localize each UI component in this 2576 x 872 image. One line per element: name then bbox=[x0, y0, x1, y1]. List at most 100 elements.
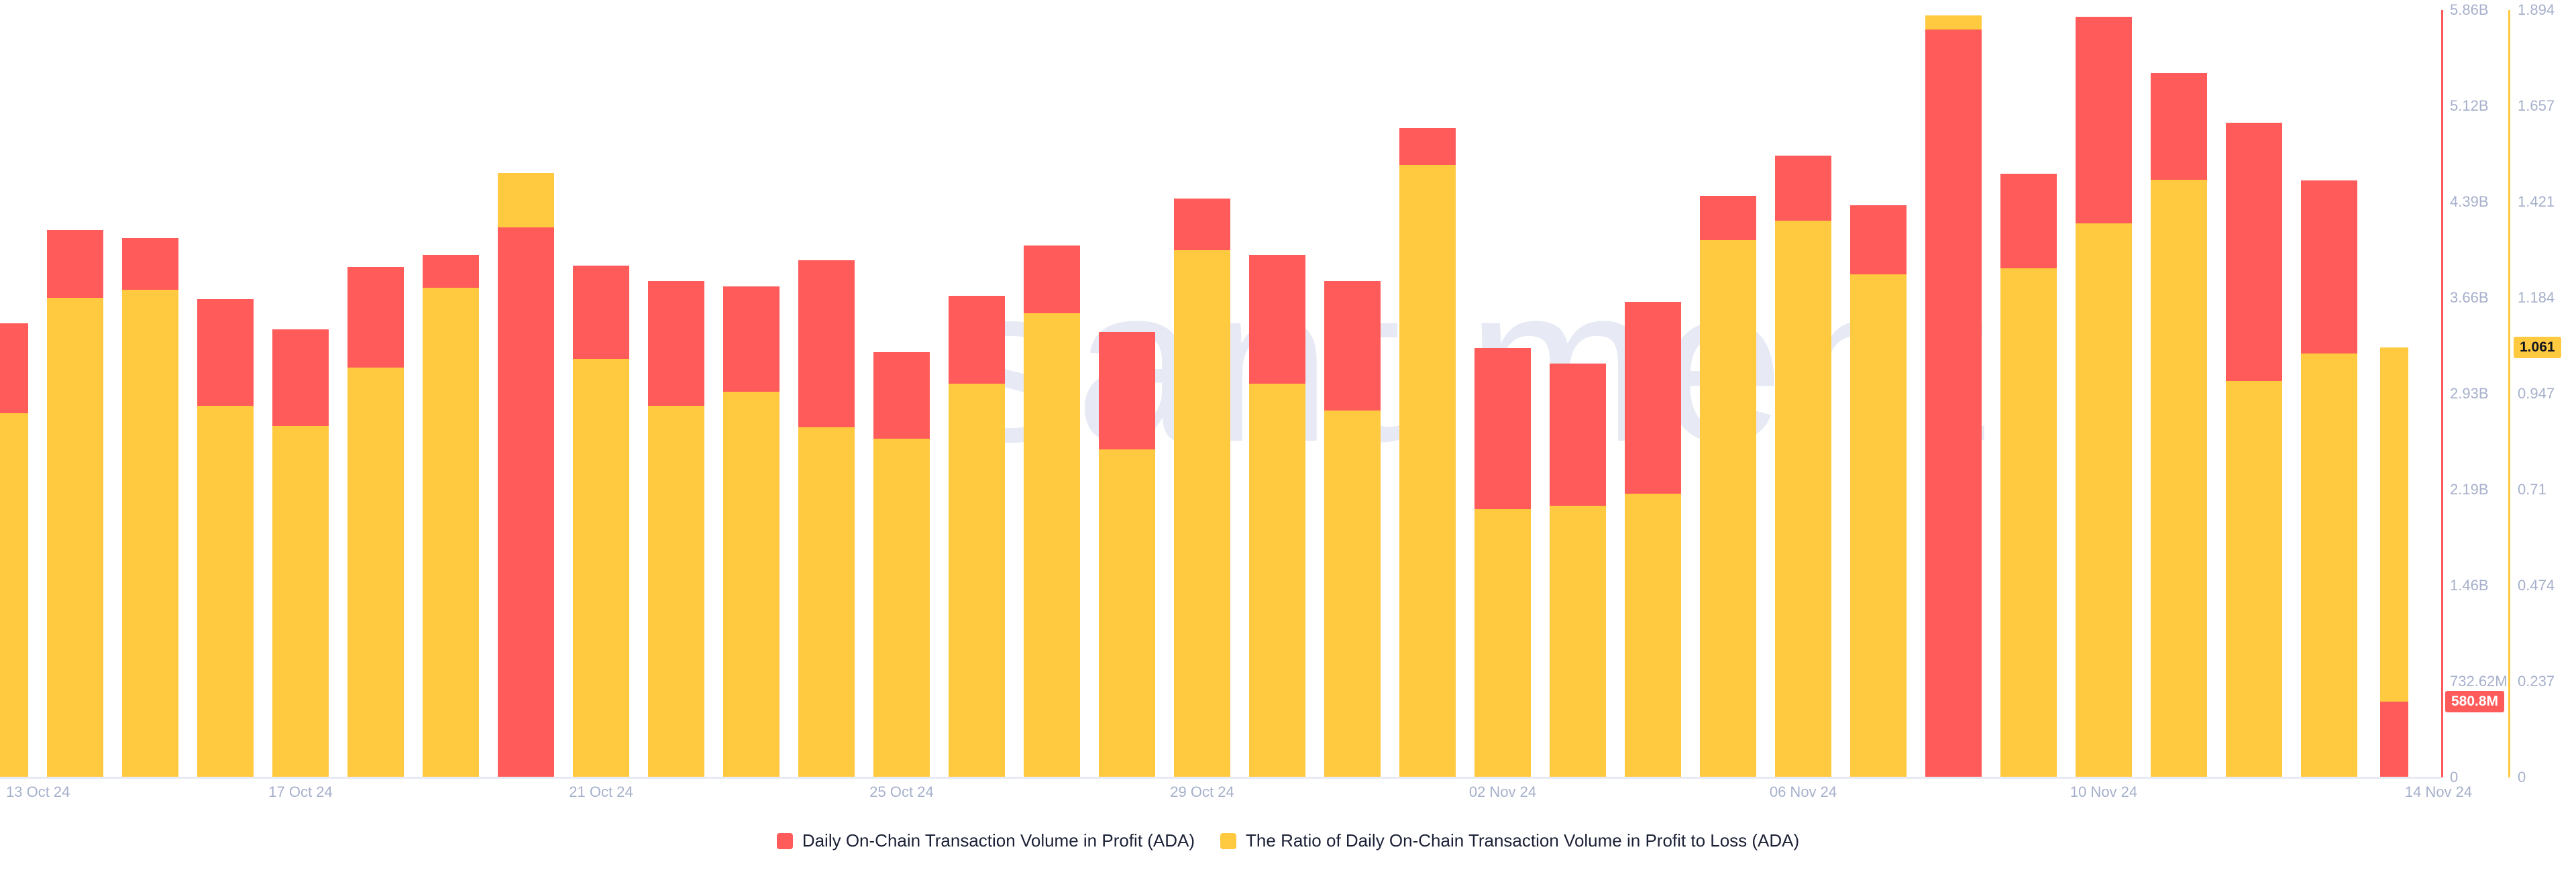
legend-item-ratio[interactable]: The Ratio of Daily On-Chain Transaction … bbox=[1220, 830, 1799, 851]
bar-01-nov-24[interactable] bbox=[1399, 0, 1456, 777]
axis-tick-label: 1.894 bbox=[2518, 1, 2555, 18]
bar-12-nov-24[interactable] bbox=[2226, 0, 2282, 777]
bar-18-oct-24[interactable] bbox=[347, 0, 404, 777]
bar-21-oct-24[interactable] bbox=[573, 0, 629, 777]
volume-bar-segment[interactable] bbox=[2380, 702, 2408, 777]
bar-25-oct-24[interactable] bbox=[873, 0, 930, 777]
axis-tick-label: 4.39B bbox=[2450, 193, 2489, 210]
ratio-bar-segment[interactable] bbox=[1099, 449, 1155, 777]
axis-tick-label: 5.12B bbox=[2450, 97, 2489, 114]
bar-16-oct-24[interactable] bbox=[197, 0, 254, 777]
ratio-bar-segment[interactable] bbox=[2076, 223, 2132, 777]
axis-tick-label: 732.62M bbox=[2450, 672, 2508, 690]
bar-23-oct-24[interactable] bbox=[723, 0, 780, 777]
ratio-bar-segment[interactable] bbox=[1174, 250, 1230, 777]
current-volume-badge: 580.8M bbox=[2445, 690, 2505, 712]
bar-26-oct-24[interactable] bbox=[949, 0, 1005, 777]
volume-bar-segment[interactable] bbox=[1925, 30, 1982, 777]
axis-tick-label: 3.66B bbox=[2450, 289, 2489, 306]
x-axis-tick-label: 02 Nov 24 bbox=[1468, 783, 1537, 800]
ratio-bar-segment[interactable] bbox=[798, 427, 855, 777]
volume-swatch-icon bbox=[776, 832, 793, 849]
bar-15-oct-24[interactable] bbox=[122, 0, 178, 777]
ratio-bar-segment[interactable] bbox=[1700, 240, 1756, 777]
axis-tick-label: 2.19B bbox=[2450, 481, 2489, 498]
bar-19-oct-24[interactable] bbox=[423, 0, 479, 777]
bar-04-nov-24[interactable] bbox=[1625, 0, 1681, 777]
bar-13-nov-24[interactable] bbox=[2301, 0, 2357, 777]
bar-29-oct-24[interactable] bbox=[1174, 0, 1230, 777]
bar-03-nov-24[interactable] bbox=[1550, 0, 1606, 777]
axis-tick-label: 0.237 bbox=[2518, 672, 2555, 690]
legend-label-volume: Daily On-Chain Transaction Volume in Pro… bbox=[802, 830, 1195, 851]
bar-22-oct-24[interactable] bbox=[648, 0, 704, 777]
legend-label-ratio: The Ratio of Daily On-Chain Transaction … bbox=[1246, 830, 1800, 851]
ratio-bar-segment[interactable] bbox=[1474, 509, 1531, 777]
axis-tick-label: 0 bbox=[2450, 769, 2459, 785]
bar-10-nov-24[interactable] bbox=[2076, 0, 2132, 777]
x-axis-line bbox=[0, 777, 2441, 779]
bar-14-nov-24[interactable] bbox=[2380, 0, 2408, 777]
ratio-bar-segment[interactable] bbox=[648, 406, 704, 777]
ratio-swatch-icon bbox=[1220, 832, 1237, 849]
bar-27-oct-24[interactable] bbox=[1024, 0, 1080, 777]
bar-06-nov-24[interactable] bbox=[1775, 0, 1831, 777]
legend-item-volume[interactable]: Daily On-Chain Transaction Volume in Pro… bbox=[776, 830, 1195, 851]
ratio-bar-segment[interactable] bbox=[1850, 274, 1907, 777]
ratio-bar-segment[interactable] bbox=[2151, 180, 2207, 777]
ratio-bar-segment[interactable] bbox=[1550, 506, 1606, 777]
axis-tick-label: 2.93B bbox=[2450, 385, 2489, 402]
ratio-bar-segment[interactable] bbox=[347, 368, 404, 777]
ratio-bar-segment[interactable] bbox=[573, 359, 629, 777]
axis-tick-label: 0.947 bbox=[2518, 385, 2555, 402]
legend: Daily On-Chain Transaction Volume in Pro… bbox=[0, 830, 2576, 851]
bar-30-oct-24[interactable] bbox=[1249, 0, 1305, 777]
axis-tick-label: 0.71 bbox=[2518, 481, 2546, 498]
volume-axis-line bbox=[2441, 10, 2443, 777]
x-axis-tick-label: 14 Nov 24 bbox=[2404, 783, 2473, 800]
bar-17-oct-24[interactable] bbox=[272, 0, 329, 777]
bar-20-oct-24[interactable] bbox=[498, 0, 554, 777]
bar-02-nov-24[interactable] bbox=[1474, 0, 1531, 777]
volume-bar-segment[interactable] bbox=[498, 227, 554, 777]
ratio-bar-segment[interactable] bbox=[423, 288, 479, 777]
bar-24-oct-24[interactable] bbox=[798, 0, 855, 777]
ratio-bar-segment[interactable] bbox=[1324, 411, 1381, 777]
axis-tick-label: 1.184 bbox=[2518, 288, 2555, 306]
axis-tick-label: 0.474 bbox=[2518, 576, 2555, 594]
bar-09-nov-24[interactable] bbox=[2000, 0, 2057, 777]
ratio-bar-segment[interactable] bbox=[2000, 268, 2057, 777]
x-axis-tick-label: 29 Oct 24 bbox=[1170, 783, 1234, 800]
ratio-bar-segment[interactable] bbox=[1024, 313, 1080, 777]
ratio-bar-segment[interactable] bbox=[1249, 384, 1305, 777]
bar-08-nov-24[interactable] bbox=[1925, 0, 1982, 777]
ratio-bar-segment[interactable] bbox=[873, 439, 930, 777]
ratio-bar-segment[interactable] bbox=[1399, 165, 1456, 777]
bar-13-oct-24[interactable] bbox=[0, 0, 28, 777]
ratio-bar-segment[interactable] bbox=[2226, 381, 2282, 777]
ratio-bar-segment[interactable] bbox=[122, 290, 178, 777]
x-axis-tick-label: 10 Nov 24 bbox=[2070, 783, 2138, 800]
bar-31-oct-24[interactable] bbox=[1324, 0, 1381, 777]
ratio-bar-segment[interactable] bbox=[723, 392, 780, 777]
ratio-bar-segment[interactable] bbox=[197, 406, 254, 777]
current-ratio-badge: 1.061 bbox=[2514, 337, 2561, 359]
axis-tick-label: 0 bbox=[2518, 769, 2526, 785]
x-axis-tick-label: 06 Nov 24 bbox=[1769, 783, 1837, 800]
x-axis-tick-label: 13 Oct 24 bbox=[6, 783, 70, 800]
ratio-bar-segment[interactable] bbox=[272, 426, 329, 777]
ratio-bar-segment[interactable] bbox=[47, 298, 103, 777]
ratio-bar-segment[interactable] bbox=[0, 413, 28, 777]
ratio-bar-segment[interactable] bbox=[2301, 353, 2357, 777]
ratio-bar-segment[interactable] bbox=[1625, 494, 1681, 777]
bar-28-oct-24[interactable] bbox=[1099, 0, 1155, 777]
bar-07-nov-24[interactable] bbox=[1850, 0, 1907, 777]
bar-05-nov-24[interactable] bbox=[1700, 0, 1756, 777]
bar-14-oct-24[interactable] bbox=[47, 0, 103, 777]
ratio-bar-segment[interactable] bbox=[949, 384, 1005, 777]
ratio-bar-segment[interactable] bbox=[1775, 221, 1831, 777]
bar-11-nov-24[interactable] bbox=[2151, 0, 2207, 777]
